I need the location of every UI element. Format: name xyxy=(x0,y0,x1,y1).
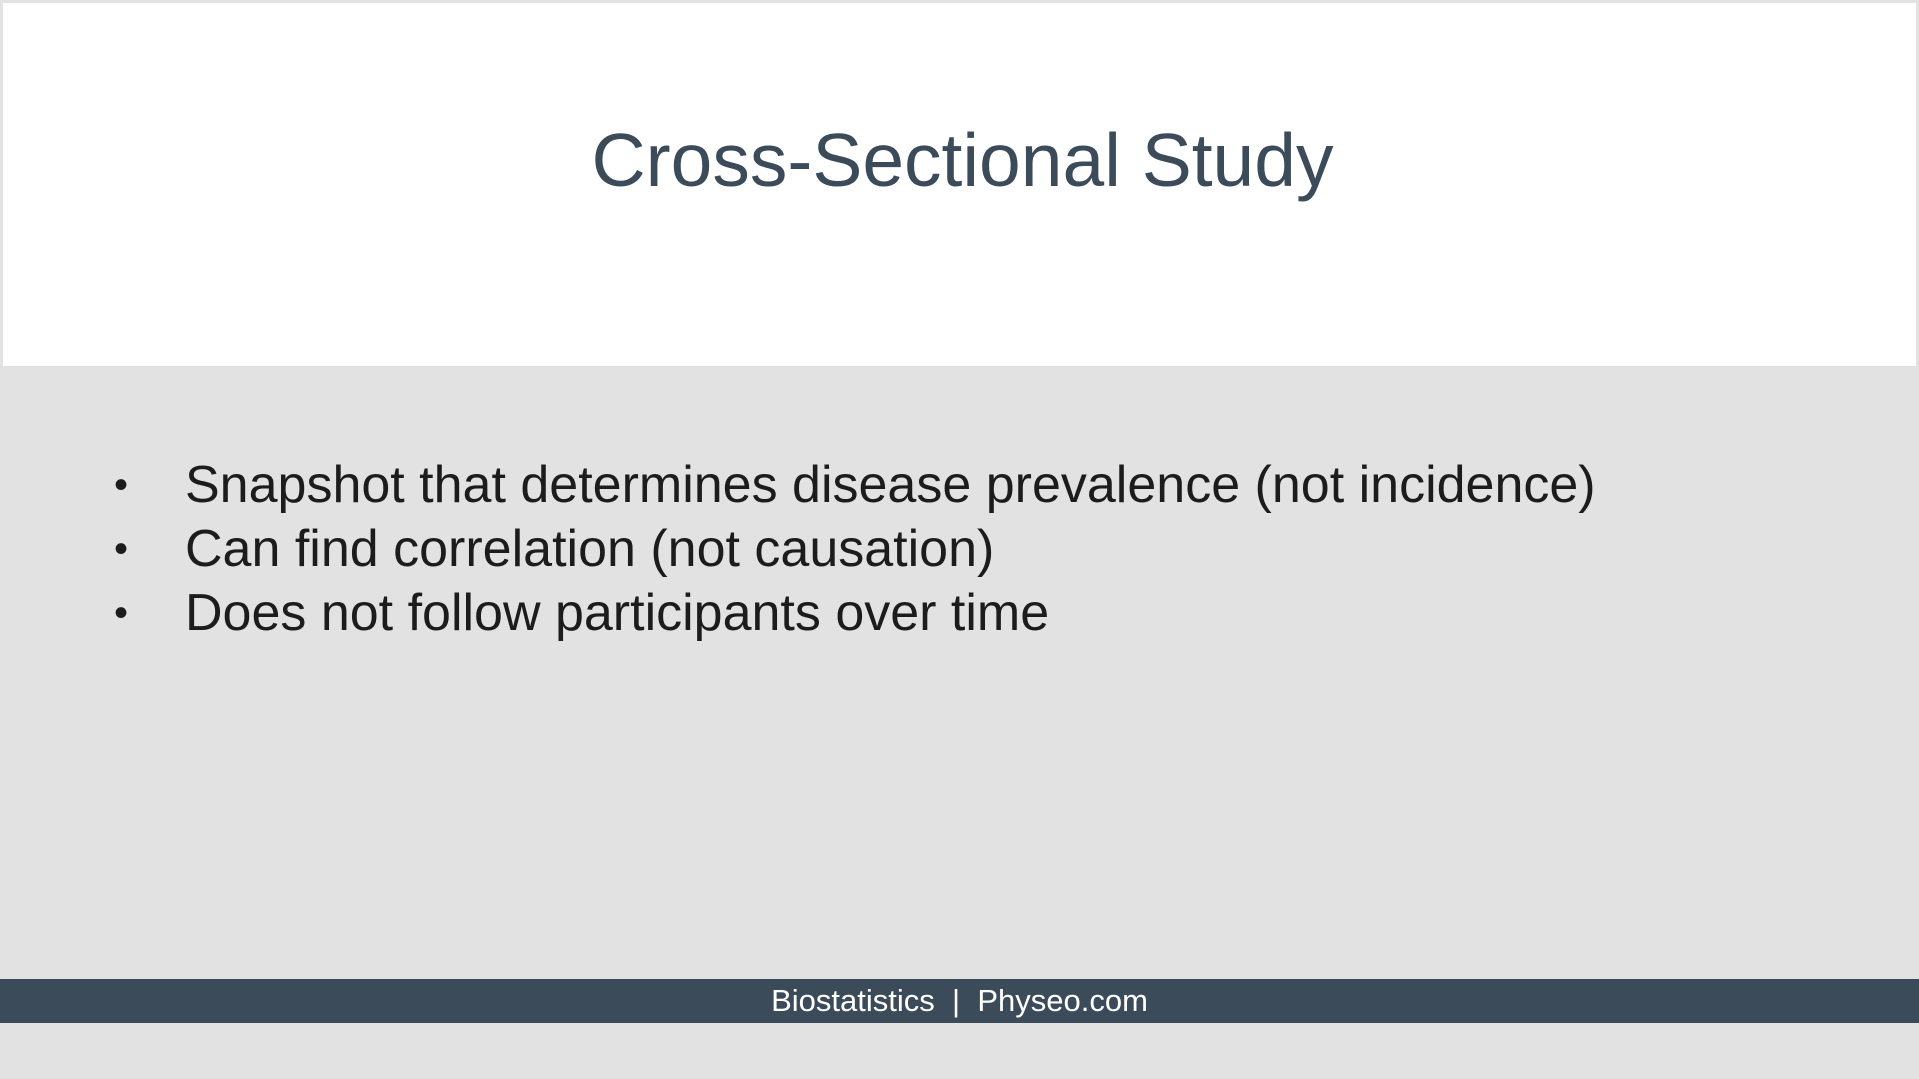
bullet-text: Snapshot that determines disease prevale… xyxy=(185,456,1596,514)
bullet-icon: • xyxy=(114,462,129,507)
slide-title: Cross-Sectional Study xyxy=(591,118,1334,202)
footer-bar: Biostatistics | Physeo.com xyxy=(0,979,1919,1023)
footer-course: Biostatistics xyxy=(771,983,935,1018)
title-panel: Cross-Sectional Study xyxy=(0,0,1919,369)
bullet-list: • Snapshot that determines disease preva… xyxy=(110,453,1596,645)
bullet-item: • Can find correlation (not causation) xyxy=(110,517,1596,581)
footer-separator: | xyxy=(952,983,961,1018)
bullet-icon: • xyxy=(114,526,129,571)
bullet-text: Can find correlation (not causation) xyxy=(185,520,995,578)
bullet-text: Does not follow participants over time xyxy=(185,584,1050,642)
footer-site: Physeo.com xyxy=(977,983,1148,1018)
bullet-icon: • xyxy=(114,590,129,635)
bullet-item: • Snapshot that determines disease preva… xyxy=(110,453,1596,517)
bullet-item: • Does not follow participants over time xyxy=(110,581,1596,645)
